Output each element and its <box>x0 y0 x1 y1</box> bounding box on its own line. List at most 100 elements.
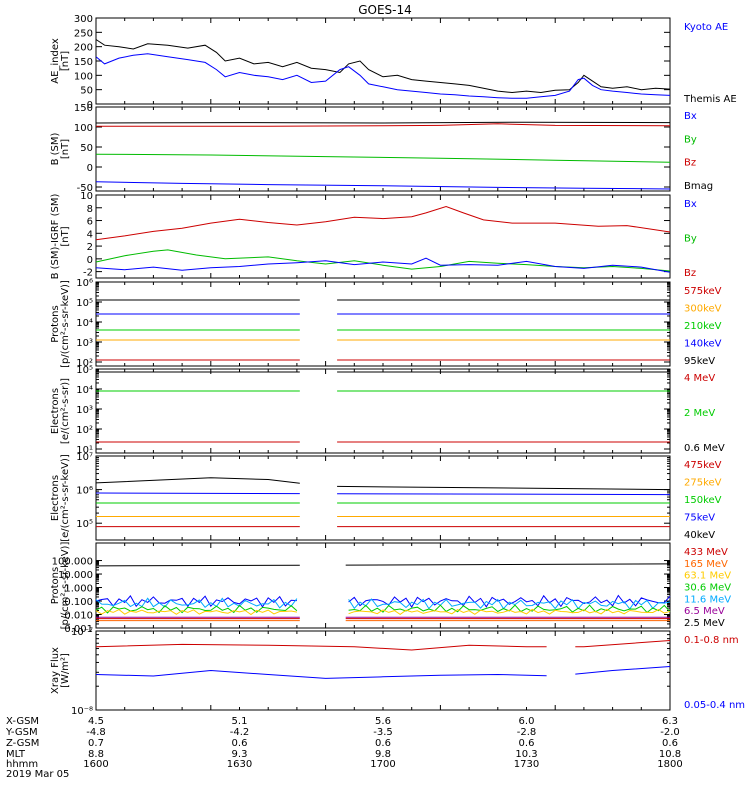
panel-electrons_mev-y-tick-label: 10⁵ <box>76 365 93 376</box>
panel-ae-y-tick-label: 150 <box>74 57 93 68</box>
x-axis-tick-value: 1730 <box>514 759 539 770</box>
x-axis-tick-value: -3.5 <box>373 727 393 738</box>
series-line-protons_high-63-1-mev <box>348 608 671 616</box>
legend-protons_high-11-6-mev: 11.6 MeV <box>684 594 731 605</box>
legend-electrons_kev-475kev: 475keV <box>684 460 722 471</box>
panel-ae-y-tick-label: 250 <box>74 28 93 39</box>
legend-protons_high-30-6-mev: 30.6 MeV <box>684 583 731 594</box>
panel-electrons_mev-y-tick-label: 10² <box>76 425 93 436</box>
panel-xray-y-axis-label: Xray Flux <box>50 647 61 694</box>
series-line-electrons_kev-75kev <box>95 492 300 495</box>
legend-electrons_kev-75kev: 75keV <box>684 513 715 524</box>
x-axis-row-label: hhmm <box>6 759 38 770</box>
panel-b-y-tick-label: 100 <box>74 123 93 134</box>
x-axis-tick-value: 1800 <box>657 759 682 770</box>
x-axis-tick-value: 9.8 <box>375 749 391 760</box>
legend-protons_low-300kev: 300keV <box>684 304 722 315</box>
x-axis-tick-value: 9.3 <box>232 749 248 760</box>
x-axis-row-label: Z-GSM <box>6 738 39 749</box>
series-line-electrons_kev-75kev <box>337 493 671 496</box>
x-axis-tick-value: 0.6 <box>375 738 391 749</box>
x-axis-tick-value: 6.0 <box>519 716 535 727</box>
x-axis-tick-value: 0.6 <box>232 738 248 749</box>
panel-protons_low-frame <box>95 281 671 367</box>
panel-electrons_mev-y-axis-label: Electrons <box>50 388 61 434</box>
x-axis-row-label: Y-GSM <box>5 727 38 738</box>
panel-electrons_mev-y-tick-label: 10⁴ <box>76 385 93 396</box>
legend-bdiff-bz: Bz <box>684 268 696 279</box>
panel-protons_high-y-tick-label: 10.000 <box>58 570 93 581</box>
legend-ae-themis-ae: Themis AE <box>683 94 737 105</box>
panel-protons_low-y-tick-label: 10⁶ <box>76 278 93 289</box>
x-axis-row-label: 2019 Mar 05 <box>6 769 69 780</box>
panel-protons_low-y-axis-label: Protons <box>50 305 61 342</box>
legend-protons_low-140kev: 140keV <box>684 339 722 350</box>
panel-bdiff-y-tick-label: 6 <box>87 217 93 228</box>
x-axis-tick-value: 10.3 <box>515 749 537 760</box>
legend-electrons_mev-4-mev: 4 MeV <box>684 373 715 384</box>
panel-electrons_mev-frame <box>95 368 671 454</box>
series-line-protons_high-11-6-mev <box>95 595 297 608</box>
panel-electrons_kev-frame <box>95 455 671 541</box>
series-line-xray-0-05-0-4-nm <box>95 669 547 679</box>
panel-electrons_kev-y-tick-label: 10⁶ <box>76 486 93 497</box>
panel-electrons_mev-y-tick-label: 10³ <box>76 405 93 416</box>
panel-b-y-tick-label: 50 <box>80 143 93 154</box>
x-axis-tick-value: 1700 <box>370 759 395 770</box>
series-line-electrons_kev-40kev <box>95 477 300 484</box>
panel-protons_high-y-axis-label: Protons <box>50 567 61 604</box>
panel-b-frame <box>95 106 671 192</box>
series-line-b-bz <box>96 123 671 127</box>
x-axis-tick-value: 10.8 <box>659 749 681 760</box>
panel-protons_high-y-tick-label: 0.010 <box>64 611 93 622</box>
series-line-protons_high-11-6-mev <box>348 594 671 608</box>
legend-electrons_kev-150kev: 150keV <box>684 495 722 506</box>
legend-xray-0-1-0-8-nm: 0.1-0.8 nm <box>684 635 739 646</box>
legend-protons_low-210kev: 210keV <box>684 321 722 332</box>
series-line-protons_high-2-5-mev <box>345 563 671 566</box>
x-axis-tick-value: -4.2 <box>230 727 250 738</box>
x-axis-tick-value: 4.5 <box>88 716 104 727</box>
legend-protons_high-2-5-mev: 2.5 MeV <box>684 618 725 629</box>
series-line-electrons_kev-40kev <box>337 485 671 491</box>
panel-electrons_kev-y-tick-label: 10⁷ <box>76 452 93 463</box>
panel-protons_high-y-tick-label: 100.000 <box>52 557 93 568</box>
series-line-protons_high-11-6-mev <box>95 597 298 609</box>
panel-bdiff-y-tick-label: -2 <box>83 268 93 279</box>
x-axis-tick-value: 0.6 <box>519 738 535 749</box>
series-line-protons_high-30-6-mev <box>348 604 671 614</box>
panel-protons_high-y-axis-label: [p/(cm²-s-sr-keV)] <box>60 542 71 630</box>
panel-ae-y-tick-label: 50 <box>80 86 93 97</box>
panel-protons_high-y-tick-label: 0.001 <box>64 624 93 635</box>
panel-bdiff-y-tick-label: 0 <box>87 255 93 266</box>
x-axis-tick-value: 8.8 <box>88 749 104 760</box>
x-axis-tick-value: 1630 <box>227 759 252 770</box>
x-axis-tick-value: 0.6 <box>662 738 678 749</box>
panel-electrons_mev-y-tick-label: 10¹ <box>76 445 93 456</box>
x-axis-tick-value: -2.0 <box>660 727 680 738</box>
chart-title: GOES-14 <box>358 3 412 17</box>
panel-bdiff-y-axis-label: B (SM)-IGRF (SM) <box>50 194 61 280</box>
legend-protons_high-63-1-mev: 63.1 MeV <box>684 571 731 582</box>
panel-bdiff-y-tick-label: 4 <box>87 229 93 240</box>
panel-bdiff-y-axis-label: [nT] <box>60 226 71 246</box>
panel-xray-y-tick-label: 10⁻⁷ <box>71 627 93 638</box>
legend-b-bx: Bx <box>684 111 697 122</box>
panel-ae-frame <box>95 17 671 105</box>
series-line-protons_high-63-1-mev <box>95 609 297 616</box>
series-line-ae-kyoto-ae <box>95 53 671 99</box>
series-line-xray-0-05-0-4-nm <box>575 666 671 675</box>
legend-electrons_kev-40kev: 40keV <box>684 530 715 541</box>
x-axis-tick-value: 5.6 <box>375 716 391 727</box>
panel-electrons_mev-y-axis-label: [e/(cm²-s-sr)] <box>60 378 71 444</box>
series-line-b-bx <box>95 181 671 190</box>
panel-ae-y-axis-label: [nT] <box>60 51 71 71</box>
panel-protons_high-frame <box>95 542 671 629</box>
legend-electrons_kev-275kev: 275keV <box>684 478 722 489</box>
panel-xray-y-tick-label: 10⁻⁸ <box>71 706 93 717</box>
panel-ae-y-axis-label: AE_index <box>50 38 61 84</box>
panel-ae-y-tick-label: 100 <box>74 71 93 82</box>
x-axis-row-label: MLT <box>6 749 26 760</box>
panel-protons_low-y-tick-label: 10² <box>76 358 93 369</box>
series-line-protons_high-30-6-mev <box>95 604 298 614</box>
